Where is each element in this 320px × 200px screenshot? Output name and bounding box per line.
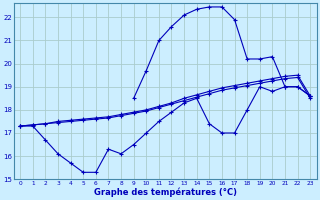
X-axis label: Graphe des températures (°C): Graphe des températures (°C) [94, 187, 237, 197]
